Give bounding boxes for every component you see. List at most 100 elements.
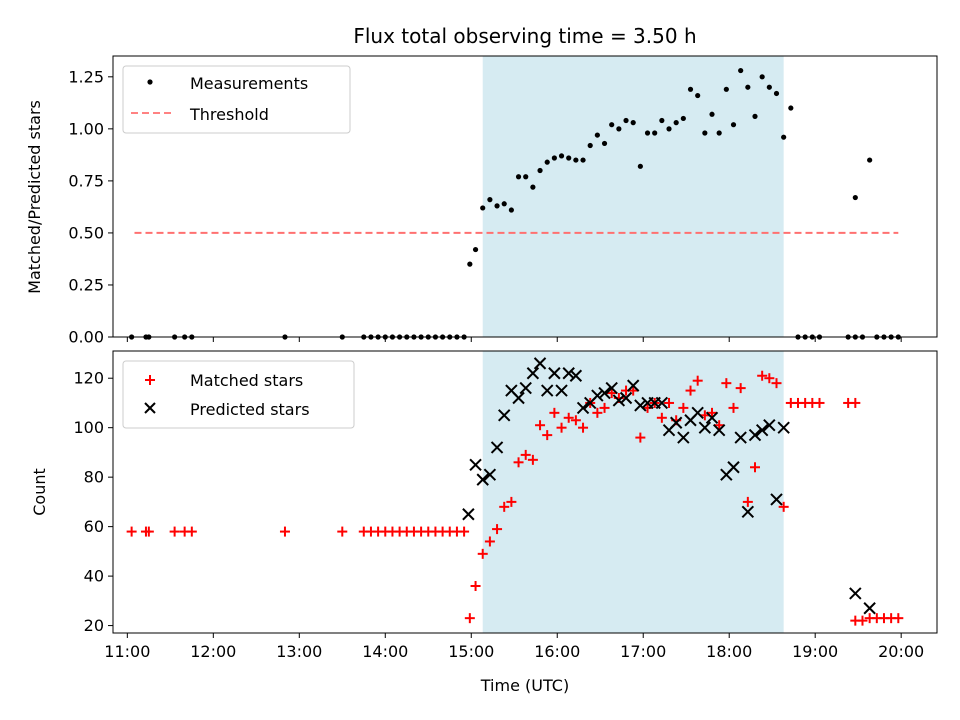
measurement-point xyxy=(523,174,529,180)
predicted-point xyxy=(462,508,475,521)
matched-point xyxy=(169,526,180,537)
measurement-point xyxy=(472,246,479,253)
matched-point xyxy=(492,524,503,535)
matched-point xyxy=(599,402,610,413)
y-tick-label: 1.00 xyxy=(68,119,104,138)
series-matched-stars xyxy=(126,370,904,626)
measurement-point xyxy=(537,167,543,174)
series-predicted-stars xyxy=(462,357,876,615)
measurement-point xyxy=(494,203,500,209)
x-tick-label: 19:00 xyxy=(792,642,838,661)
matched-point xyxy=(484,536,495,547)
legend-matched-marker xyxy=(145,375,155,385)
measurement-point xyxy=(630,120,636,126)
predicted-point xyxy=(677,431,690,444)
matched-point xyxy=(707,407,718,418)
measurement-point xyxy=(573,157,579,163)
measurement-point xyxy=(773,90,780,97)
measurement-point xyxy=(566,155,572,161)
matched-point xyxy=(628,385,639,396)
predicted-point xyxy=(741,505,755,518)
measurement-point xyxy=(637,163,643,169)
chart-title: Flux total observing time = 3.50 h xyxy=(353,24,696,48)
predicted-point xyxy=(863,602,876,615)
legend-threshold-label: Threshold xyxy=(189,105,269,124)
legend-measurements-label: Measurements xyxy=(190,74,308,93)
measurement-point xyxy=(480,205,486,211)
predicted-point xyxy=(734,431,747,444)
y-tick-label: 0.00 xyxy=(68,328,104,347)
matched-point xyxy=(857,615,868,626)
observing-window-band xyxy=(482,351,784,633)
predicted-point xyxy=(626,379,640,392)
y-tick-label: 60 xyxy=(84,517,104,536)
matched-point xyxy=(656,412,667,423)
count-legend: Matched stars Predicted stars xyxy=(122,360,355,429)
x-tick-label: 16:00 xyxy=(534,642,580,661)
matched-point xyxy=(728,402,739,413)
ratio-y-ticks: 0.00 0.25 0.50 0.75 1.00 1.25 xyxy=(68,67,113,347)
predicted-point xyxy=(483,468,497,481)
measurement-point xyxy=(587,142,593,149)
predicted-point xyxy=(498,409,511,422)
predicted-point xyxy=(476,473,489,486)
measurement-point xyxy=(759,74,765,80)
matched-point xyxy=(337,526,348,537)
y-tick-label: 120 xyxy=(73,369,104,388)
predicted-point xyxy=(533,357,547,370)
y-tick-label: 1.25 xyxy=(68,67,104,86)
measurement-point xyxy=(738,67,744,74)
matched-point xyxy=(570,415,581,426)
measurement-point xyxy=(644,130,651,136)
predicted-point xyxy=(519,381,532,395)
y-tick-label: 40 xyxy=(84,567,104,586)
matched-point xyxy=(685,385,696,396)
measurement-point xyxy=(551,155,557,161)
predicted-point xyxy=(634,399,647,412)
measurement-point xyxy=(781,134,787,140)
count-legend-box xyxy=(122,360,355,429)
matched-point xyxy=(771,378,782,389)
matched-point xyxy=(279,526,290,537)
x-tick-label: 20:00 xyxy=(878,642,924,661)
measurement-point xyxy=(508,207,514,213)
matched-point xyxy=(735,383,746,394)
predicted-point xyxy=(562,367,575,380)
measurement-point xyxy=(745,84,751,90)
matched-point xyxy=(464,613,475,624)
matched-point xyxy=(606,388,617,399)
matched-point xyxy=(764,373,775,384)
predicted-point xyxy=(541,384,554,397)
predicted-point xyxy=(605,381,618,395)
matched-point xyxy=(750,462,761,473)
x-tick-label: 14:00 xyxy=(362,642,408,661)
measurement-point xyxy=(594,132,600,138)
ratio-y-axis-label: Matched/Predicted stars xyxy=(25,100,44,294)
x-tick-label: 11:00 xyxy=(104,642,150,661)
measurement-point xyxy=(695,92,701,99)
measurement-point xyxy=(716,130,722,136)
predicted-point xyxy=(755,423,769,437)
y-tick-label: 0.75 xyxy=(68,171,104,190)
predicted-point xyxy=(490,441,504,454)
predicted-point xyxy=(576,401,590,415)
count-series xyxy=(126,357,904,626)
matched-point xyxy=(563,412,574,423)
legend-measurements-marker xyxy=(147,79,153,85)
matched-point xyxy=(470,581,481,591)
matched-point xyxy=(578,422,589,433)
predicted-point xyxy=(849,587,862,600)
measurement-point xyxy=(687,86,694,92)
measurement-point xyxy=(659,117,665,124)
ratio-panel: 0.00 0.25 0.50 0.75 1.00 1.25 Flux total obse… xyxy=(25,24,938,347)
matched-point xyxy=(506,496,517,507)
observing-window-span-bottom xyxy=(482,351,784,633)
ratio-axes-frame xyxy=(112,55,938,338)
predicted-point xyxy=(569,369,583,382)
measurement-point xyxy=(558,153,565,159)
x-axis-label: Time (UTC) xyxy=(480,676,569,695)
matched-point xyxy=(186,526,197,537)
predicted-point xyxy=(770,493,783,506)
predicted-point xyxy=(727,461,740,474)
